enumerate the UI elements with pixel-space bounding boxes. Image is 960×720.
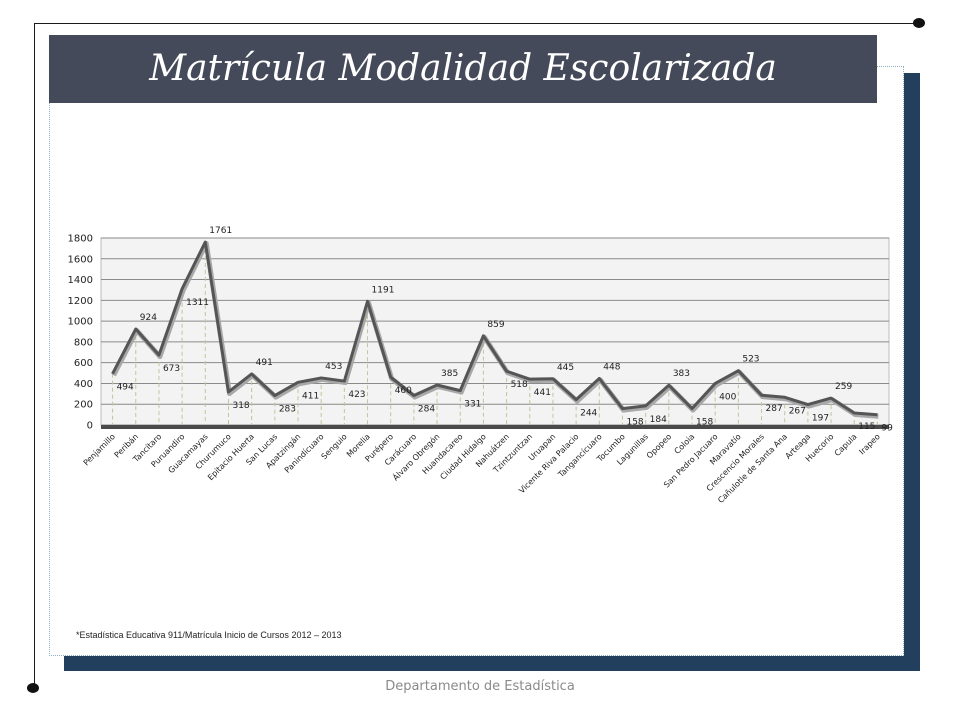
y-tick-label: 1200 — [68, 296, 93, 307]
data-label: 445 — [557, 363, 574, 373]
data-label: 673 — [163, 364, 180, 374]
enrollment-line-chart: 0 200 400 600 800 1000 1200 1400 1600 1800 494 924 6… — [68, 226, 894, 505]
data-label: 924 — [140, 313, 157, 323]
data-label: 267 — [789, 406, 806, 416]
top-decorative-line — [34, 23, 918, 24]
data-label: 1311 — [186, 298, 209, 308]
left-decorative-line — [34, 23, 35, 688]
data-label: 518 — [511, 380, 528, 390]
y-tick-label: 800 — [74, 337, 93, 348]
data-label: 158 — [626, 418, 643, 428]
data-label: 385 — [441, 369, 458, 379]
data-label: 244 — [580, 409, 597, 419]
y-tick-label: 400 — [74, 379, 93, 390]
data-label: 859 — [487, 320, 504, 330]
data-label: 411 — [302, 391, 319, 401]
department-footer: Departamento de Estadística — [385, 679, 575, 694]
bottom-left-bullet-dot — [27, 683, 39, 693]
data-label: 494 — [117, 383, 134, 393]
data-label: 441 — [534, 388, 551, 398]
data-label: 453 — [325, 362, 342, 372]
data-label: 287 — [766, 404, 783, 414]
data-label: 460 — [395, 386, 412, 396]
x-tick-label: Irapeo — [857, 432, 881, 456]
data-label: 1761 — [209, 226, 232, 236]
y-tick-label: 200 — [74, 400, 93, 411]
data-label: 383 — [673, 369, 690, 379]
data-label: 259 — [835, 382, 852, 392]
slide-title: Matrícula Modalidad Escolarizada — [149, 48, 777, 89]
data-label: 448 — [603, 362, 620, 372]
y-tick-label: 1800 — [68, 234, 93, 245]
data-label: 99 — [881, 424, 893, 434]
x-tick-label: Senguio — [320, 432, 349, 461]
data-label: 1191 — [372, 285, 395, 295]
x-tick-label: Penjamillo — [82, 432, 117, 467]
y-tick-label: 600 — [74, 358, 93, 369]
series-line — [111, 240, 878, 417]
data-label: 284 — [418, 404, 435, 414]
data-label: 400 — [719, 392, 736, 402]
x-tick-label: Opopeo — [645, 432, 673, 460]
y-tick-label: 1400 — [68, 275, 93, 286]
x-axis-floor — [101, 425, 889, 429]
y-tick-label: 1600 — [68, 254, 93, 265]
data-label: 523 — [742, 355, 759, 365]
data-label: 331 — [464, 400, 481, 410]
source-footnote: *Estadística Educativa 911/Matrícula Ini… — [76, 630, 342, 640]
x-tick-label: Capula — [833, 432, 859, 458]
title-bar: Matrícula Modalidad Escolarizada — [49, 35, 877, 103]
data-label: 197 — [812, 414, 829, 424]
data-label: 423 — [348, 390, 365, 400]
data-label: 491 — [256, 358, 273, 368]
y-tick-label: 1000 — [68, 317, 93, 328]
data-label: 283 — [279, 405, 296, 415]
y-tick-label: 0 — [87, 421, 93, 432]
data-label: 158 — [696, 418, 713, 428]
top-right-bullet-dot — [913, 18, 925, 28]
data-label: 115 — [858, 422, 875, 432]
data-label: 318 — [232, 401, 249, 411]
data-label: 184 — [650, 415, 667, 425]
